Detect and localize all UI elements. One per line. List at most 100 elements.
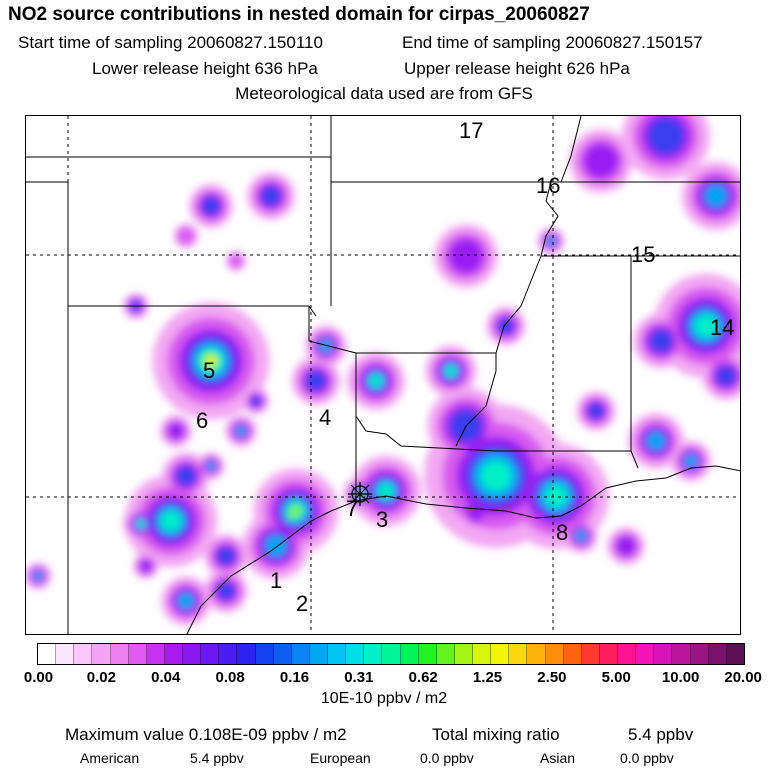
concentration-contour — [228, 253, 244, 269]
source-marker — [348, 482, 372, 506]
colorbar-segment — [708, 644, 727, 664]
colorbar-tick-label: 20.00 — [724, 669, 762, 686]
concentration-contour — [160, 510, 182, 532]
concentration-contour — [649, 329, 673, 353]
concentration-contour — [497, 317, 515, 335]
concentration-contour — [445, 365, 457, 377]
colorbar-segment — [654, 644, 673, 664]
chart-title: NO2 source contributions in nested domai… — [8, 4, 590, 25]
colorbar-segment — [545, 644, 564, 664]
colorbar-segment — [364, 644, 383, 664]
colorbar-ticks: 0.00 0.02 0.04 0.08 0.16 0.31 0.62 1.25 2.50 5.00… — [0, 669, 768, 689]
concentration-contour — [176, 226, 196, 246]
site-label-3: 3 — [376, 507, 388, 532]
concentration-contour — [583, 143, 619, 179]
colorbar-segment — [146, 644, 165, 664]
concentration-contour — [33, 571, 43, 581]
colorbar-segment — [309, 644, 328, 664]
concentration-contour — [137, 520, 145, 528]
site-label-1: 1 — [270, 568, 282, 593]
colorbar-segment — [92, 644, 111, 664]
colorbar-segment — [219, 644, 238, 664]
grid-lines — [26, 116, 740, 634]
site-label-2: 2 — [296, 591, 308, 616]
colorbar-segment — [527, 644, 546, 664]
colorbar-tick-label: 0.04 — [151, 669, 181, 686]
concentration-contour — [216, 546, 236, 566]
site-label-6: 6 — [196, 408, 208, 433]
concentration-contour — [546, 236, 556, 246]
lower-release-height: Lower release height 636 hPa — [92, 59, 318, 78]
colorbar-segment — [110, 644, 129, 664]
colorbar-tick-label: 0.62 — [408, 669, 438, 686]
colorbar-tick-label: 0.31 — [344, 669, 374, 686]
colorbar-segment — [454, 644, 473, 664]
colorbar — [37, 643, 745, 665]
concentration-contour — [378, 483, 394, 499]
concentration-contour — [647, 432, 665, 450]
concentration-contour — [176, 466, 196, 486]
map-frame: 1 2 3 4 5 6 7 8 14 15 16 17 — [25, 115, 741, 635]
concentration-contour — [261, 186, 281, 206]
colorbar-segment — [491, 644, 510, 664]
concentration-contour — [587, 402, 605, 420]
colorbar-segment — [164, 644, 183, 664]
site-label-15: 15 — [631, 242, 655, 267]
site-label-17: 17 — [459, 118, 483, 143]
maximum-value: Maximum value 0.108E-09 ppbv / m2 — [65, 725, 347, 744]
concentration-contour — [305, 370, 327, 392]
colorbar-segment — [382, 644, 401, 664]
state-boundaries — [26, 116, 740, 634]
colorbar-segment — [346, 644, 365, 664]
colorbar-tick-label: 10.00 — [661, 669, 700, 686]
concentration-contour — [287, 512, 295, 520]
colorbar-segment — [581, 644, 600, 664]
american-label: American — [80, 750, 140, 766]
colorbar-segment — [418, 644, 437, 664]
colorbar-segment — [56, 644, 75, 664]
concentration-contour — [716, 366, 736, 386]
colorbar-segment — [599, 644, 618, 664]
concentration-contour — [319, 339, 333, 353]
concentration-field — [26, 116, 740, 626]
upper-release-height: Upper release height 626 hPa — [404, 59, 630, 78]
colorbar-segment — [690, 644, 709, 664]
colorbar-segment — [183, 644, 202, 664]
site-labels: 1 2 3 4 5 6 7 8 14 15 16 17 — [196, 118, 734, 616]
european-label: European — [310, 750, 371, 766]
colorbar-segment — [726, 644, 744, 664]
colorbar-segment — [201, 644, 220, 664]
coastline — [186, 465, 740, 634]
colorbar-segment — [436, 644, 455, 664]
site-label-14: 14 — [710, 315, 734, 340]
concentration-contour — [694, 314, 718, 338]
colorbar-segment — [618, 644, 637, 664]
colorbar-segment — [563, 644, 582, 664]
concentration-contour — [575, 530, 587, 542]
concentration-contour — [369, 374, 383, 388]
concentration-contour — [265, 535, 287, 557]
colorbar-units: 10E-10 ppbv / m2 — [320, 690, 448, 707]
sampling-start-time: Start time of sampling 20060827.150110 — [18, 33, 323, 52]
colorbar-segment — [636, 644, 655, 664]
site-label-7: 7 — [346, 496, 358, 521]
site-label-16: 16 — [536, 173, 560, 198]
concentration-contour — [705, 185, 727, 207]
concentration-contour — [167, 422, 185, 440]
concentration-contour — [684, 454, 698, 468]
concentration-contour — [647, 117, 685, 155]
concentration-contour — [250, 395, 262, 407]
american-value: 5.4 ppbv — [190, 750, 244, 766]
colorbar-segment — [128, 644, 147, 664]
colorbar-segment — [328, 644, 347, 664]
colorbar-segment — [255, 644, 274, 664]
sampling-end-time: End time of sampling 20060827.150157 — [402, 33, 703, 52]
concentration-contour — [178, 593, 194, 609]
concentration-contour — [235, 425, 247, 437]
meteorological-data-note: Meteorological data used are from GFS — [235, 84, 533, 103]
colorbar-tick-label: 0.08 — [215, 669, 245, 686]
colorbar-tick-label: 0.02 — [86, 669, 116, 686]
colorbar-tick-label: 1.25 — [472, 669, 503, 686]
asian-value: 0.0 ppbv — [620, 750, 674, 766]
concentration-contour — [480, 460, 512, 492]
